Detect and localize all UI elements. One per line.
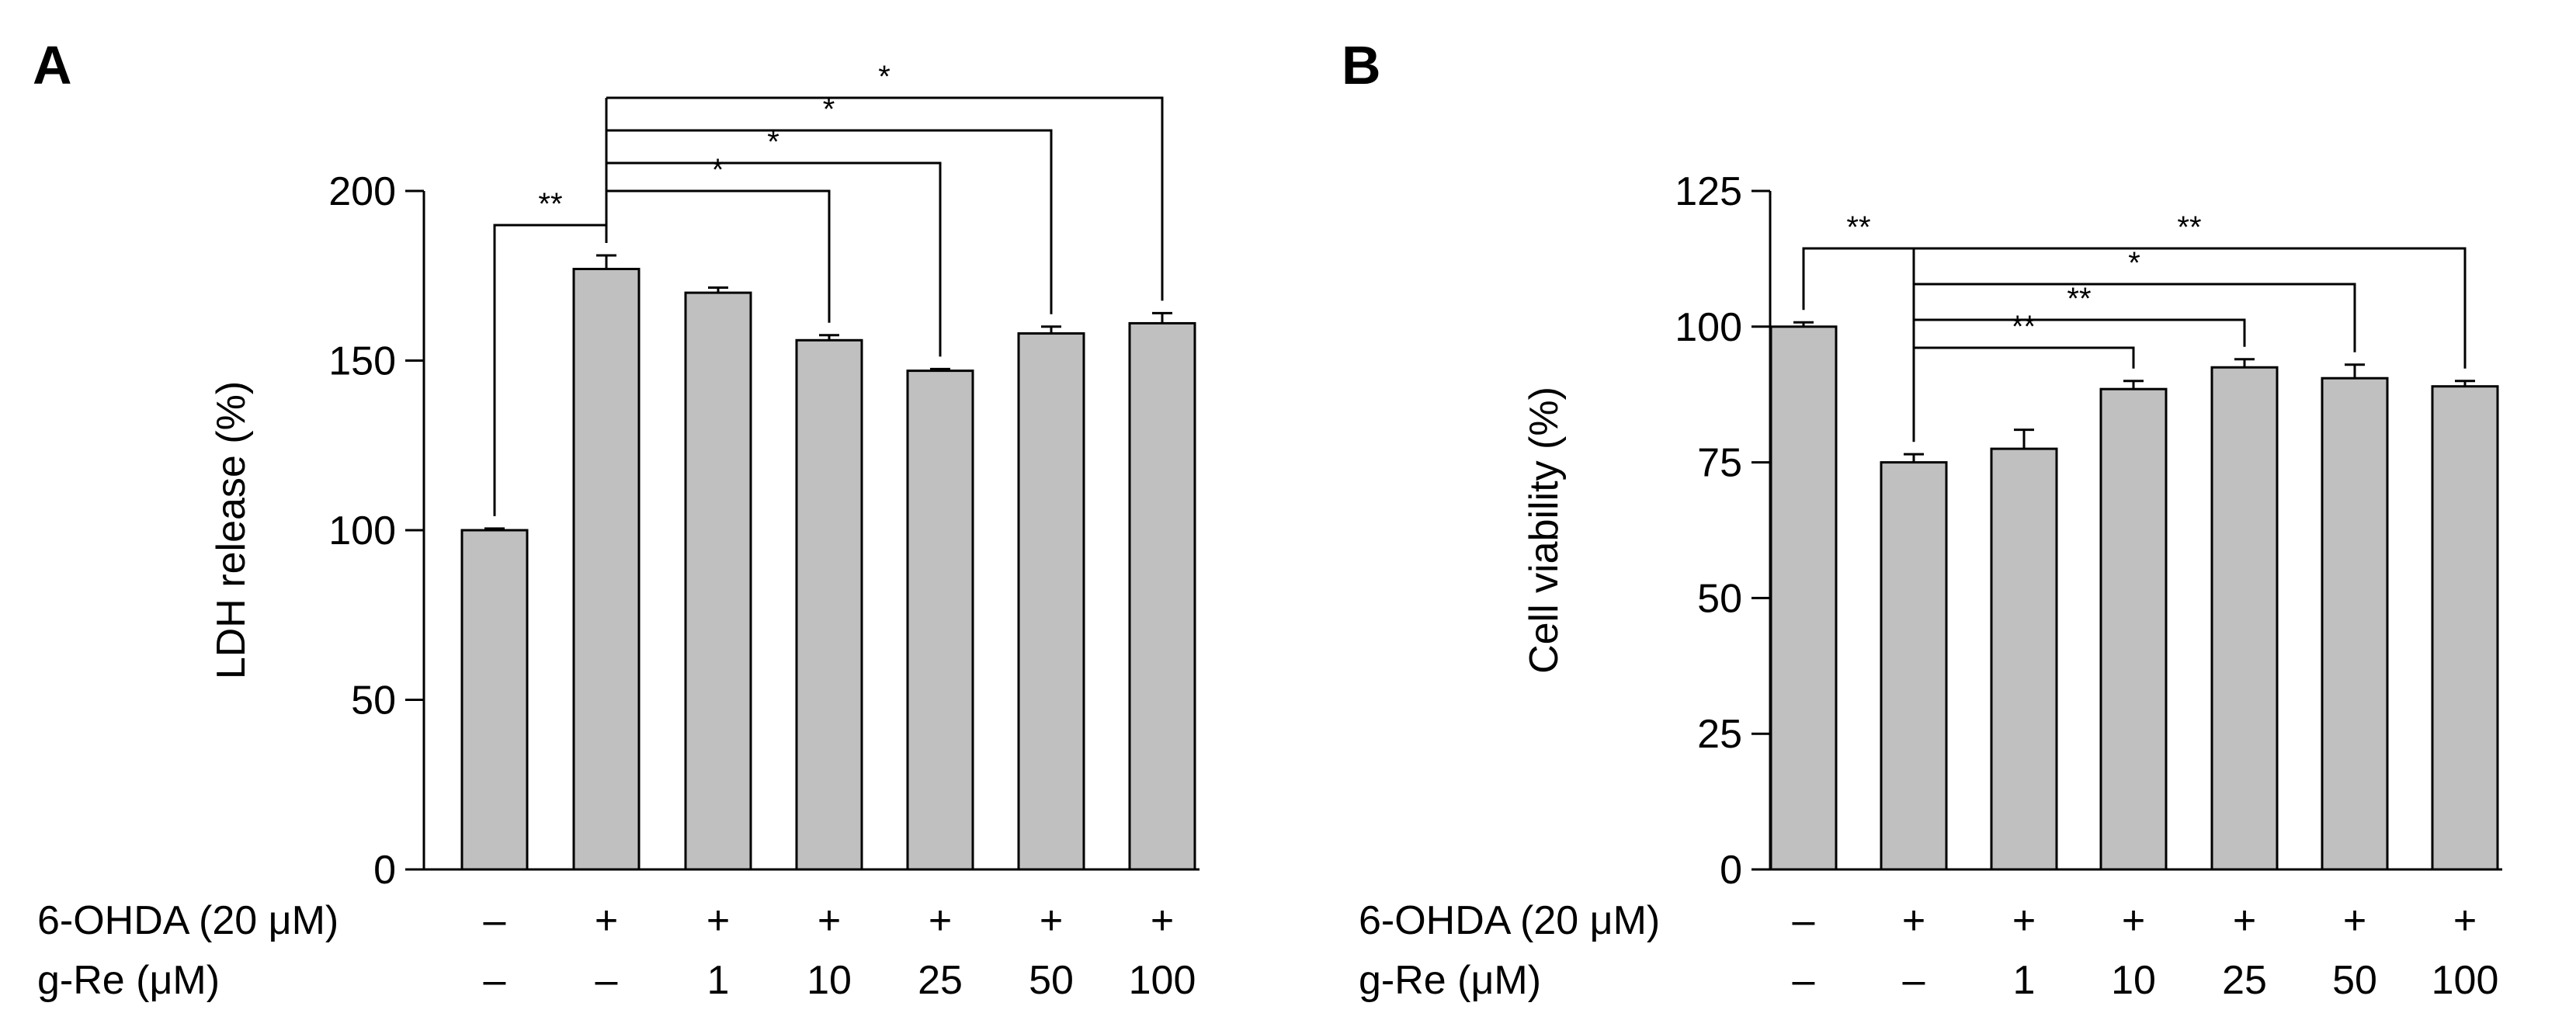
condition-label: 6-OHDA (20 μM) (1359, 898, 1660, 943)
bar (795, 338, 863, 871)
condition-value: + (1151, 898, 1174, 943)
condition-value: + (2122, 898, 2145, 943)
y-tick-label: 0 (1720, 848, 1742, 893)
y-tick-label: 100 (1675, 305, 1742, 350)
bar (1017, 332, 1085, 871)
y-tick-label: 75 (1697, 441, 1742, 486)
bar (2431, 385, 2499, 871)
significance-bracket (1914, 318, 2246, 347)
condition-value: 50 (2332, 958, 2377, 1003)
significance-label: ** (2067, 282, 2091, 316)
significance-label: * (2128, 246, 2140, 280)
y-tick-label: 0 (373, 848, 396, 893)
significance-bracket (606, 161, 942, 357)
significance-bracket (1914, 283, 2356, 352)
bar (2099, 387, 2168, 871)
condition-value: 50 (1029, 958, 1074, 1003)
condition-value: 100 (1129, 958, 1196, 1003)
bar (572, 268, 641, 871)
y-tick-label: 25 (1697, 712, 1742, 757)
y-tick-label: 100 (328, 508, 396, 553)
condition-value: – (1903, 958, 1925, 1003)
bar (1128, 321, 1196, 871)
condition-value: + (818, 898, 841, 943)
bar (906, 370, 974, 871)
significance-label: * (767, 125, 779, 159)
significance-label: ** (2012, 310, 2036, 344)
condition-value: + (2233, 898, 2256, 943)
condition-label: g-Re (μM) (1359, 958, 1541, 1003)
condition-value: + (595, 898, 618, 943)
condition-value: 10 (2111, 958, 2156, 1003)
condition-value: + (706, 898, 730, 943)
condition-value: – (484, 958, 506, 1003)
condition-label: 6-OHDA (20 μM) (37, 898, 338, 943)
condition-value: + (2453, 898, 2477, 943)
significance-bracket (606, 96, 1164, 301)
bar (1880, 461, 1948, 871)
condition-value: 100 (2432, 958, 2499, 1003)
y-axis-label: Cell viability (%) (1522, 387, 1567, 674)
significance-bracket (1914, 346, 2135, 369)
panel-letter: B (1342, 35, 1381, 95)
condition-value: 25 (2222, 958, 2267, 1003)
y-tick-label: 150 (328, 339, 396, 384)
significance-label: ** (538, 187, 562, 221)
significance-bracket (606, 189, 831, 323)
y-tick-label: 125 (1675, 169, 1742, 214)
bar (2321, 376, 2389, 871)
bar (1769, 325, 1838, 871)
y-axis-label: LDH release (%) (209, 381, 254, 679)
condition-value: – (1793, 898, 1815, 943)
panel-letter: A (33, 35, 72, 95)
y-tick-label: 50 (1697, 576, 1742, 621)
condition-value: + (2343, 898, 2366, 943)
condition-value: + (1040, 898, 1063, 943)
condition-value: 25 (918, 958, 963, 1003)
condition-value: + (1902, 898, 1925, 943)
condition-value: 1 (2013, 958, 2036, 1003)
bar (684, 291, 752, 871)
significance-label: * (823, 92, 835, 127)
bar (1990, 447, 2058, 871)
condition-value: – (484, 898, 506, 943)
significance-label: ** (1846, 210, 1870, 245)
y-tick-label: 200 (328, 169, 396, 214)
y-tick-label: 50 (351, 678, 396, 723)
bar (460, 529, 529, 871)
bar (2210, 366, 2279, 871)
condition-value: 10 (807, 958, 852, 1003)
condition-value: – (1793, 958, 1815, 1003)
condition-value: + (2012, 898, 2036, 943)
significance-bracket (606, 129, 1053, 314)
significance-label: * (712, 153, 724, 187)
significance-bracket (1914, 247, 2467, 369)
condition-value: + (929, 898, 952, 943)
significance-label: ** (2177, 210, 2201, 245)
significance-label: * (878, 60, 890, 94)
condition-value: 1 (707, 958, 730, 1003)
condition-label: g-Re (μM) (37, 958, 220, 1003)
condition-value: – (595, 958, 618, 1003)
